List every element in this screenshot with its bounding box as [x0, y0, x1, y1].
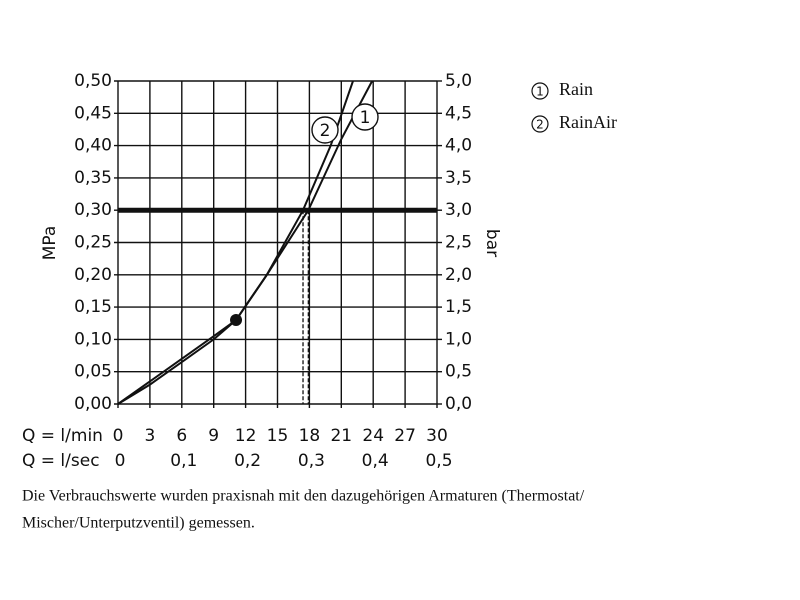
x-tick-label: 18: [299, 426, 321, 446]
y2-tick-label: 3,5: [445, 168, 472, 188]
x2-tick-label: 0,2: [234, 451, 261, 471]
y2-tick-label: 4,0: [445, 136, 472, 156]
x2-tick-label: 0: [115, 451, 126, 471]
y-tick-label: 0,45: [74, 103, 112, 123]
x-tick-label: 0: [113, 426, 124, 446]
y-tick-label: 0,20: [74, 265, 112, 285]
x2-tick-label: 0,3: [298, 451, 325, 471]
y2-tick-label: 3,0: [445, 200, 472, 220]
y2-tick-label: 5,0: [445, 71, 472, 91]
y-tick-label: 0,25: [74, 233, 112, 253]
x2-axis-label: Q = l/sec: [22, 451, 100, 471]
y2-axis-label: bar: [482, 229, 502, 257]
y-tick-label: 0,10: [74, 329, 112, 349]
x-tick-label: 27: [394, 426, 416, 446]
y-tick-label: 0,35: [74, 168, 112, 188]
legend-label: Rain: [559, 79, 593, 99]
y2-tick-label: 2,5: [445, 233, 472, 253]
legend-symbol-label: 2: [536, 118, 544, 132]
y2-tick-label: 1,5: [445, 297, 472, 317]
legend-symbol-label: 1: [536, 85, 544, 99]
footnote: Mischer/Unterputzventil) gemessen.: [22, 515, 255, 532]
x-tick-label: 9: [208, 426, 219, 446]
series-tag: [351, 103, 379, 131]
y2-tick-label: 1,0: [445, 329, 472, 349]
legend-label: RainAir: [559, 112, 617, 132]
y-tick-label: 0,50: [74, 71, 112, 91]
y-tick-label: 0,05: [74, 362, 112, 382]
marker-point: [230, 314, 243, 327]
x2-tick-label: 0,4: [362, 451, 389, 471]
y-tick-label: 0,30: [74, 200, 112, 220]
x-tick-label: 12: [235, 426, 257, 446]
x-tick-label: 21: [330, 426, 352, 446]
y2-tick-label: 4,5: [445, 103, 472, 123]
y2-tick-label: 2,0: [445, 265, 472, 285]
series-tag-label: 1: [360, 108, 371, 128]
y-tick-label: 0,15: [74, 297, 112, 317]
legend-symbol: [531, 82, 549, 100]
x2-tick-label: 0,1: [170, 451, 197, 471]
x-tick-label: 6: [176, 426, 187, 446]
x-tick-label: 15: [267, 426, 289, 446]
x-tick-label: 30: [426, 426, 448, 446]
x-axis-label: Q = l/min: [22, 426, 103, 446]
series-tag: [311, 116, 339, 144]
legend-symbol: [531, 115, 549, 133]
x-tick-label: 24: [362, 426, 384, 446]
series-tag-label: 2: [320, 121, 331, 141]
y2-tick-label: 0,0: [445, 394, 472, 414]
y-axis-label: MPa: [40, 226, 60, 261]
y-tick-label: 0,40: [74, 136, 112, 156]
footnote: Die Verbrauchswerte wurden praxisnah mit…: [22, 488, 585, 505]
y-tick-label: 0,00: [74, 394, 112, 414]
x-tick-label: 3: [144, 426, 155, 446]
y2-tick-label: 0,5: [445, 362, 472, 382]
x2-tick-label: 0,5: [425, 451, 452, 471]
